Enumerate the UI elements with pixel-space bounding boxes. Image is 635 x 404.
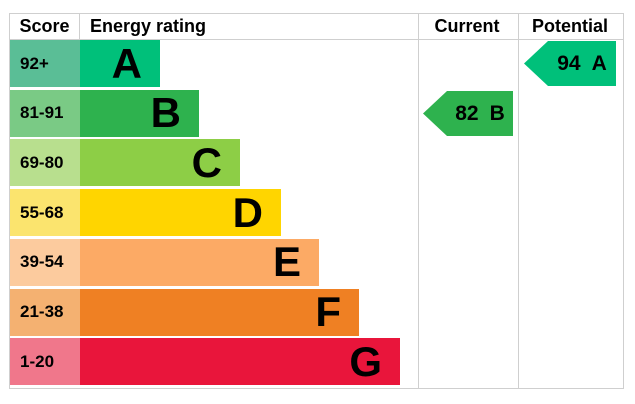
header-energy-rating: Energy rating xyxy=(90,16,207,36)
band-bar: C xyxy=(80,138,240,187)
score-range-cell: 1-20 xyxy=(10,338,80,386)
current-rating-value: 82 xyxy=(455,101,479,125)
column-divider-current xyxy=(418,14,419,388)
band-letter: D xyxy=(232,188,263,236)
band-row: 55-68 D xyxy=(10,189,623,239)
header-potential: Potential xyxy=(531,16,608,36)
band-letter: A xyxy=(111,39,142,87)
score-range-cell: 92+ xyxy=(10,40,80,87)
band-row: 92+ A xyxy=(10,40,623,90)
column-divider-potential xyxy=(518,14,519,388)
band-bar: G xyxy=(80,337,400,386)
score-range-cell: 69-80 xyxy=(10,139,80,187)
band-letter: G xyxy=(349,337,382,385)
band-row: 69-80 C xyxy=(10,139,623,189)
band-bar: E xyxy=(80,238,319,286)
band-row: 1-20 G xyxy=(10,338,623,388)
band-row: 81-91 B xyxy=(10,89,623,140)
score-range-cell: 39-54 xyxy=(10,238,80,286)
band-bar: A xyxy=(80,40,160,87)
header-current: Current xyxy=(434,16,500,36)
band-letter: F xyxy=(315,288,341,336)
epc-body: 82 B 94 A 92+ A 81-91 B 69-80 C 55-68 D … xyxy=(10,40,623,388)
band-bar: F xyxy=(80,288,359,336)
band-letter: E xyxy=(272,238,301,286)
band-row: 21-38 F xyxy=(10,288,623,339)
current-rating-band: B xyxy=(489,101,505,125)
score-range-cell: 55-68 xyxy=(10,189,80,237)
header-score: Score xyxy=(10,14,80,39)
band-letter: B xyxy=(150,89,181,137)
band-letter: C xyxy=(191,138,222,186)
score-range-cell: 21-38 xyxy=(10,288,80,336)
band-row: 39-54 E xyxy=(10,238,623,289)
table-header-row: Score Energy rating Current Potential xyxy=(10,14,623,40)
score-range-cell: 81-91 xyxy=(10,89,80,137)
band-bar: D xyxy=(80,188,281,237)
epc-rating-table: Score Energy rating Current Potential 82… xyxy=(9,13,624,389)
band-bar: B xyxy=(80,89,199,137)
potential-rating-value: 94 xyxy=(557,51,581,75)
potential-rating-band: A xyxy=(591,51,607,75)
